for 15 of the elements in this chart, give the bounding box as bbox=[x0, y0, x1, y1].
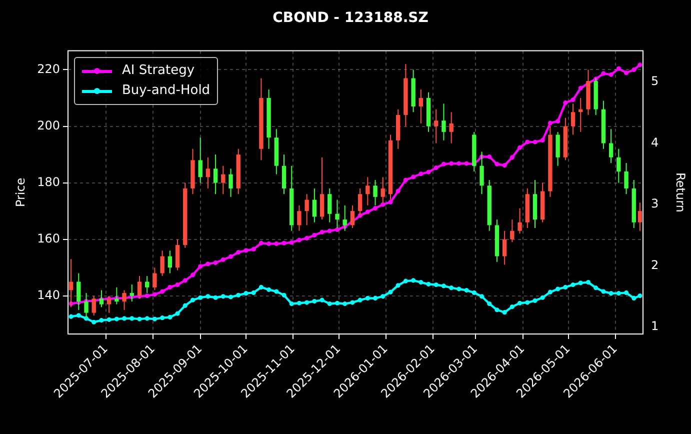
y-tick-label: 220 bbox=[37, 62, 60, 76]
y2-tick-label: 3 bbox=[651, 196, 659, 211]
y-tick-label: 160 bbox=[37, 231, 60, 246]
legend-label: Buy-and-Hold bbox=[122, 82, 210, 100]
y2-tick-label: 5 bbox=[651, 74, 659, 88]
y-tick-label: 200 bbox=[37, 118, 60, 132]
y2-tick-label: 1 bbox=[651, 319, 659, 334]
y2-axis-title: Return bbox=[674, 172, 688, 212]
y2-tick-label: 2 bbox=[651, 258, 659, 272]
chart-title: CBOND - 123188.SZ bbox=[272, 10, 428, 26]
y-axis-title: Price bbox=[13, 178, 28, 208]
legend-label: AI Strategy bbox=[122, 62, 195, 80]
y2-tick-label: 4 bbox=[651, 135, 659, 150]
y-tick-label: 140 bbox=[37, 288, 60, 302]
y-tick-label: 180 bbox=[37, 174, 60, 189]
